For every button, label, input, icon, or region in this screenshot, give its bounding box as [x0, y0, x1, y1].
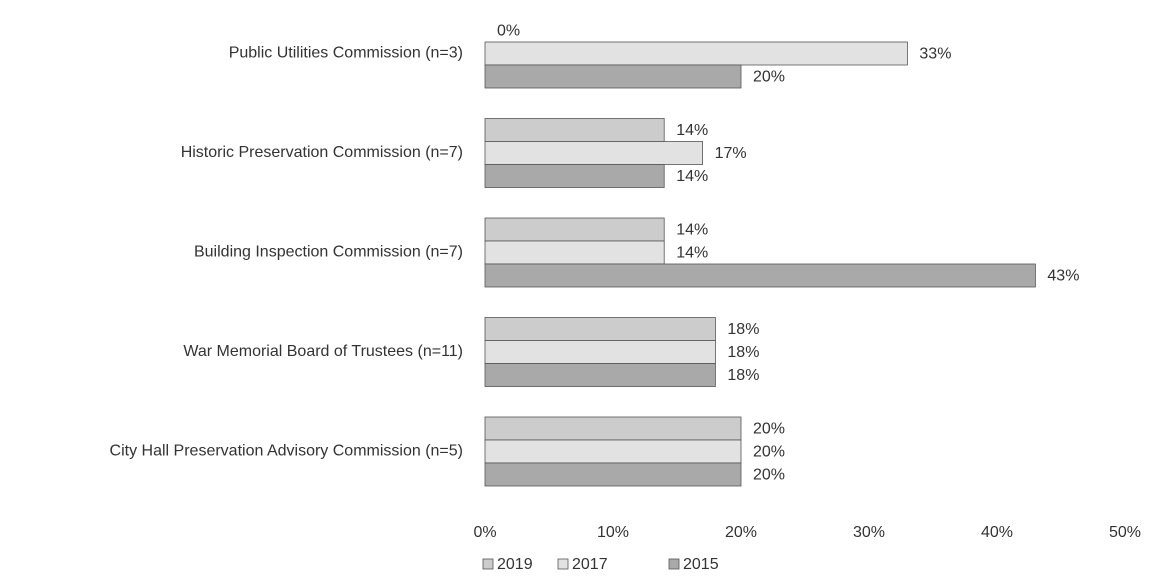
value-label: 17% — [715, 145, 747, 162]
legend-label: 2017 — [572, 556, 608, 573]
bar — [484, 41, 908, 66]
legend-label: 2019 — [497, 556, 533, 573]
bar — [484, 217, 665, 242]
bar — [484, 141, 704, 165]
legend-label: 2015 — [683, 556, 719, 573]
legend-swatch — [482, 558, 494, 570]
bar — [484, 439, 742, 464]
bar — [484, 462, 742, 487]
category-label: Public Utilities Commission (n=3) — [229, 45, 463, 62]
bar — [484, 164, 665, 188]
bar — [484, 240, 665, 265]
x-tick-label: 20% — [725, 524, 757, 541]
value-label: 18% — [727, 367, 759, 384]
x-tick-label: 50% — [1109, 524, 1141, 541]
bar — [484, 64, 742, 89]
value-label: 14% — [676, 168, 708, 185]
value-label: 33% — [919, 46, 951, 63]
category-label: War Memorial Board of Trustees (n=11) — [183, 343, 463, 360]
category-label: Building Inspection Commission (n=7) — [194, 244, 463, 261]
x-tick-label: 0% — [473, 524, 496, 541]
legend-swatch — [557, 558, 569, 570]
bar — [484, 317, 716, 341]
value-label: 20% — [753, 421, 785, 438]
category-label: City Hall Preservation Advisory Commissi… — [110, 443, 463, 460]
x-tick-label: 40% — [981, 524, 1013, 541]
bar — [484, 416, 742, 441]
value-label: 43% — [1047, 268, 1079, 285]
category-label: Historic Preservation Commission (n=7) — [181, 144, 463, 161]
value-label: 14% — [676, 222, 708, 239]
x-tick-label: 30% — [853, 524, 885, 541]
value-label: 0% — [497, 23, 520, 40]
value-label: 20% — [753, 444, 785, 461]
x-tick-label: 10% — [597, 524, 629, 541]
bar — [484, 263, 1036, 288]
bar — [484, 340, 716, 364]
value-label: 20% — [753, 467, 785, 484]
value-label: 18% — [727, 344, 759, 361]
value-label: 18% — [727, 321, 759, 338]
bar — [484, 363, 716, 387]
value-label: 14% — [676, 245, 708, 262]
value-label: 14% — [676, 122, 708, 139]
value-label: 20% — [753, 69, 785, 86]
bar — [484, 118, 665, 142]
legend-swatch — [668, 558, 680, 570]
